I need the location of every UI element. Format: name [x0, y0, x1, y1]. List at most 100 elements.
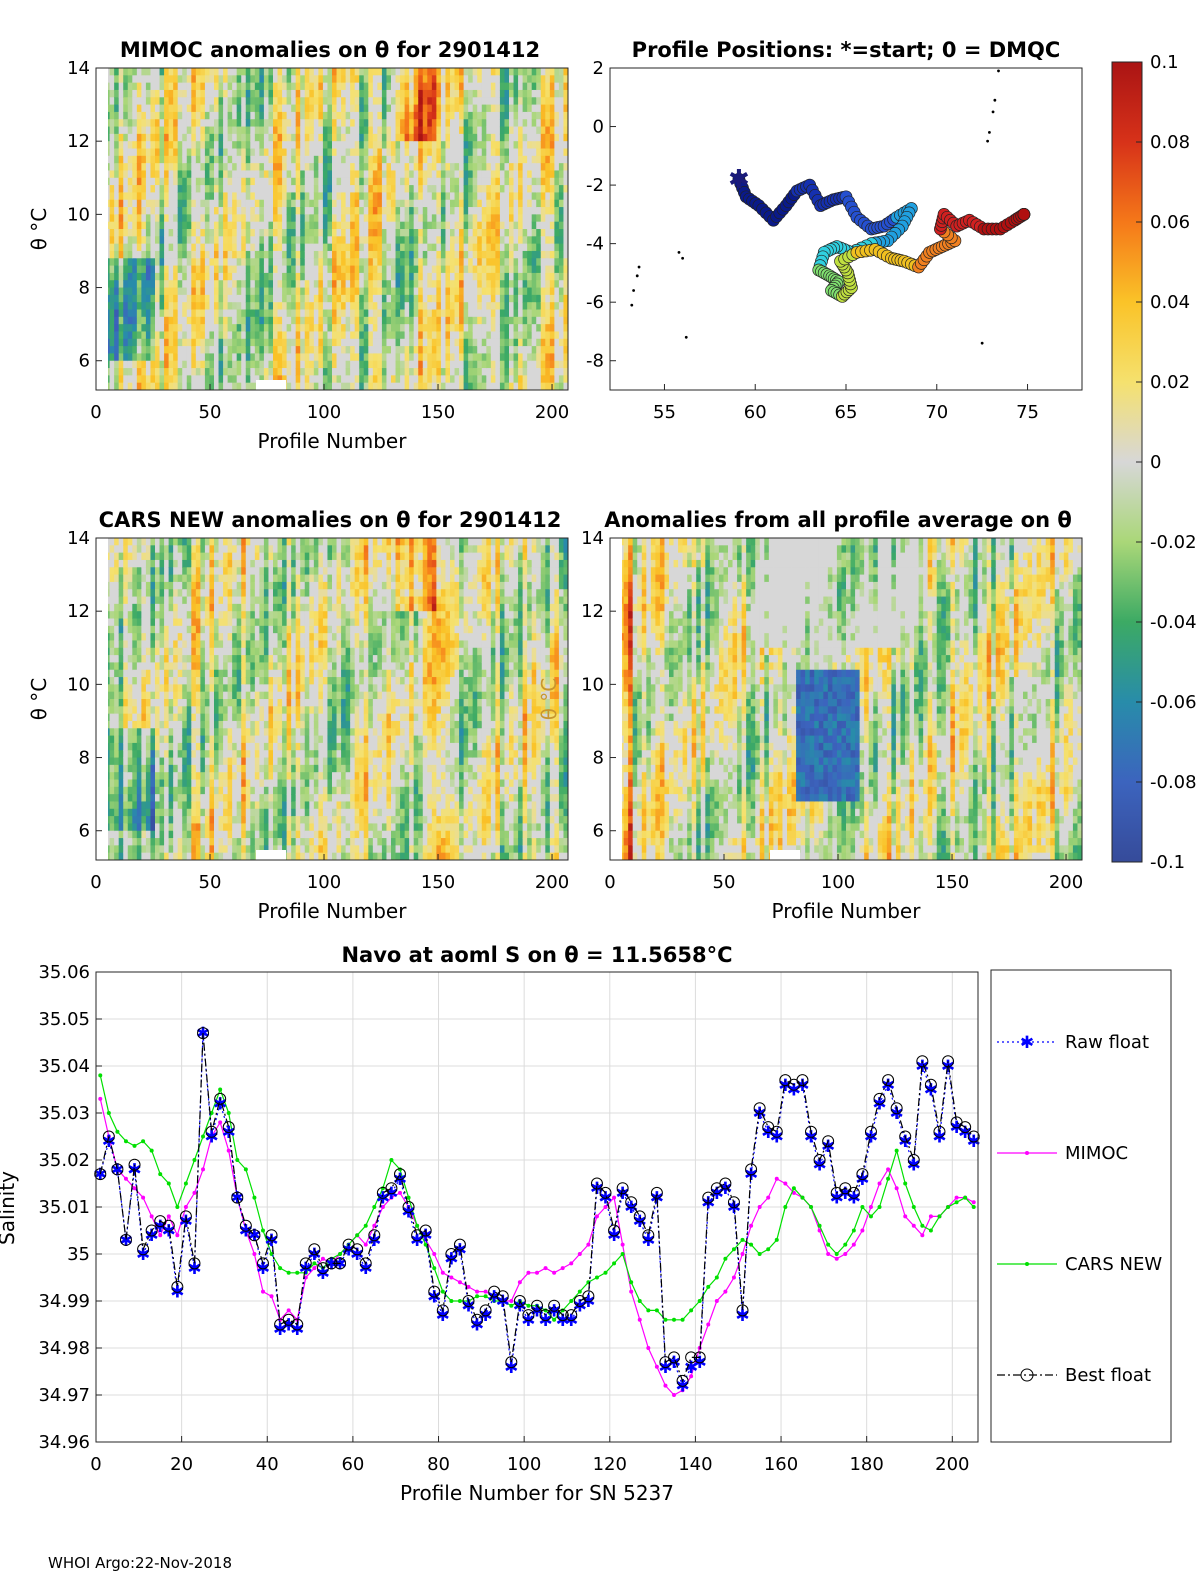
heat-cell	[422, 338, 428, 347]
heat-cell	[114, 229, 120, 237]
heat-cell	[245, 258, 251, 267]
heat-cell	[549, 316, 555, 325]
heat-cell	[150, 368, 156, 376]
heat-cell	[318, 185, 324, 194]
heat-cell	[522, 338, 528, 347]
heat-cell	[273, 170, 279, 179]
heat-cell	[518, 236, 524, 245]
heat-cell	[481, 324, 487, 333]
heat-cell	[318, 382, 324, 390]
heat-cell	[463, 346, 469, 355]
heat-cell	[259, 338, 265, 347]
heat-cell	[499, 199, 506, 208]
heat-cell	[495, 302, 501, 311]
heat-cell	[168, 250, 174, 259]
heat-cell	[191, 302, 197, 311]
heat-cell	[332, 97, 338, 106]
heat-cell	[227, 280, 233, 289]
heat-cell	[214, 111, 220, 120]
heat-cell	[227, 236, 233, 245]
heat-cell	[322, 258, 329, 267]
heat-cell	[332, 68, 338, 76]
heat-cell	[245, 192, 251, 201]
heat-cell	[504, 360, 510, 369]
heat-cell	[295, 141, 301, 150]
heat-cell	[286, 97, 292, 106]
heat-cell	[350, 331, 356, 340]
heat-cell	[177, 331, 183, 340]
heat-cell	[391, 148, 397, 157]
heat-cell	[563, 236, 568, 245]
heat-cell	[159, 214, 165, 223]
heat-cell	[145, 258, 152, 267]
heat-cell	[336, 199, 342, 208]
heat-cell	[381, 338, 388, 347]
heat-cell	[518, 324, 524, 333]
heat-cell	[368, 250, 374, 259]
heat-cell	[540, 192, 546, 201]
heat-cell	[445, 324, 451, 333]
heat-cell	[341, 258, 347, 267]
heat-cell	[336, 221, 342, 230]
mimoc-title: MIMOC anomalies on θ for 2901412	[120, 38, 540, 62]
heat-cell	[155, 199, 161, 208]
heat-cell	[218, 294, 224, 303]
heat-cell	[186, 97, 192, 106]
heat-cell	[227, 192, 233, 201]
heat-cell	[400, 353, 406, 362]
heat-cell	[291, 75, 297, 84]
heat-cell	[422, 368, 428, 376]
heat-cell	[141, 207, 147, 215]
heat-cell	[509, 250, 515, 259]
heat-cell	[359, 375, 365, 384]
heat-cell	[481, 294, 487, 303]
heat-cell	[477, 287, 483, 296]
heat-cell	[481, 309, 487, 318]
heat-cell	[377, 265, 383, 274]
heat-cell	[422, 75, 428, 84]
y-tick-label: -8	[586, 351, 604, 372]
heat-cell	[563, 185, 568, 194]
heat-cell	[509, 82, 515, 91]
heat-cell	[155, 141, 161, 150]
heat-cell	[513, 309, 519, 318]
heat-cell	[132, 346, 138, 355]
heat-cell	[513, 82, 519, 91]
heat-cell	[263, 258, 270, 267]
heat-cell	[123, 324, 129, 333]
heat-cell	[404, 294, 410, 303]
heat-cell	[472, 243, 478, 252]
heat-cell	[214, 155, 220, 164]
heat-cell	[490, 316, 496, 325]
heat-cell	[445, 163, 451, 172]
heat-cell	[409, 302, 415, 311]
heat-cell	[300, 148, 306, 157]
heat-cell	[291, 287, 297, 296]
heat-cell	[277, 170, 283, 179]
heat-cell	[141, 163, 147, 172]
heat-cell	[182, 192, 188, 201]
heat-cell	[136, 346, 142, 355]
heat-cell	[313, 82, 319, 91]
heat-cell	[254, 221, 260, 230]
heat-cell	[227, 148, 233, 157]
heat-cell	[354, 353, 360, 362]
heat-cell	[114, 250, 120, 259]
heat-cell	[522, 141, 528, 150]
heat-cell	[254, 236, 260, 245]
heat-cell	[350, 82, 356, 91]
heat-cell	[540, 170, 546, 179]
heat-cell	[300, 346, 306, 355]
heat-cell	[368, 331, 374, 340]
heat-cell	[377, 309, 383, 318]
heat-cell	[518, 258, 524, 267]
heat-cell	[259, 155, 265, 164]
heat-cell	[177, 119, 183, 128]
heat-cell	[504, 243, 510, 252]
colorbar-tick-label: -0.06	[1150, 692, 1197, 713]
heat-cell	[459, 236, 465, 245]
heat-cell	[499, 236, 506, 245]
heat-cell	[409, 214, 415, 223]
heat-cell	[477, 236, 483, 245]
heat-cell	[531, 250, 537, 259]
